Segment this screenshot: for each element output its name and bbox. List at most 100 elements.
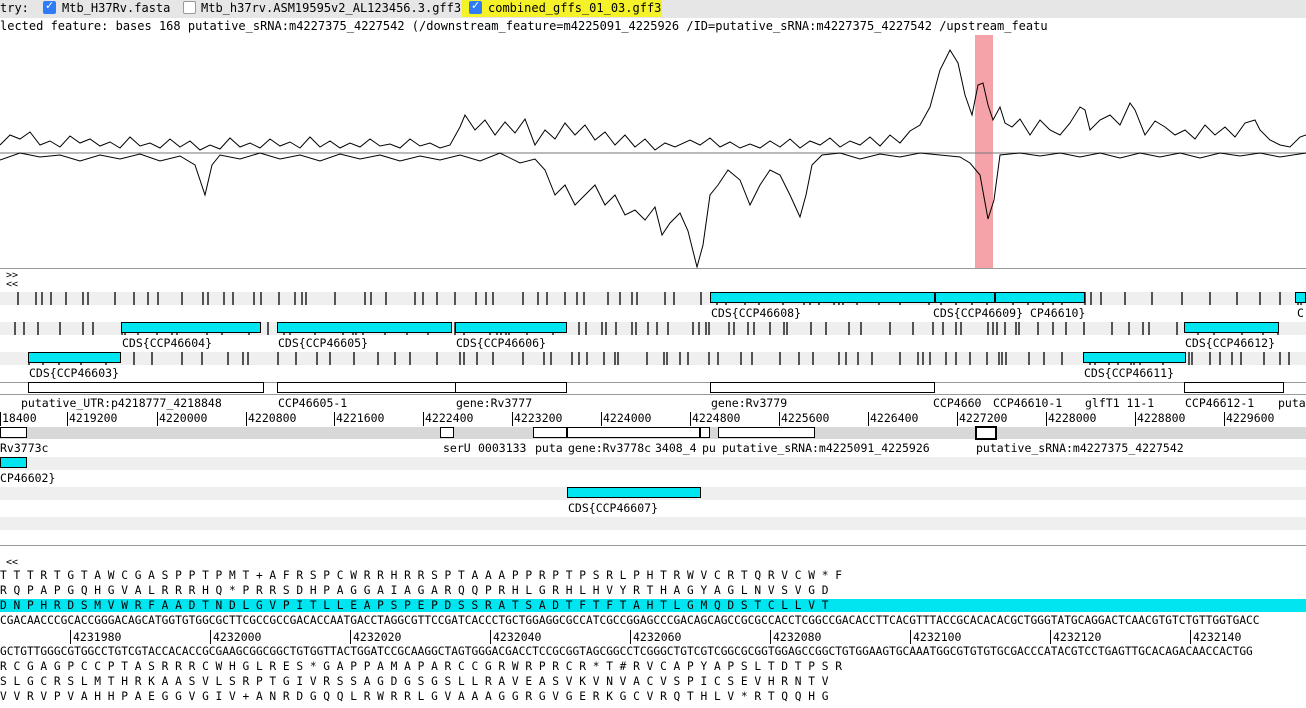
rev-frame-3: V V R V P V A H H P A E G G V G I V + A … [0,690,829,703]
ruler-label: 4228800 [1137,411,1186,425]
rev-frame-1: R C G A G P C C P T A S R R R C W H G L … [0,660,842,673]
ruler-label: 4224800 [692,411,741,425]
label-ccp46605: CDS{CCP46605} [278,336,369,350]
label-srna-m4225091: putative_sRNA:m4225091_4225926 [722,441,930,455]
reverse-frame-track-3[interactable] [0,517,1306,530]
label-glft1: glfT1 11-1 [1085,396,1155,410]
ruler-label: 4229600 [1226,411,1275,425]
label-ccp46609: CDS{CCP46609} [933,306,1024,320]
cds-ccp46606[interactable] [455,322,567,333]
label-rv3773c: Rv3773c [0,441,49,455]
forward-frame-track-3[interactable] [0,352,1306,365]
sequence-ruler-label: 4232020 [350,630,401,644]
ruler-label: 4219200 [69,411,118,425]
label-ccp46610: CP46610} [1030,306,1086,320]
label-ccp46604: CDS{CCP46604} [122,336,213,350]
entry-bar-prefix: try: [0,1,29,15]
ruler-tick [601,412,602,426]
ruler-tick [67,412,68,426]
dna-reverse-strand: GCTGTTGGGCGTGGCCTGTCGTACCACACCGCGAAGCGGC… [0,645,1253,658]
label-3408: 3408_4 [655,441,697,455]
cds-ccp46610[interactable] [995,292,1085,303]
cds-ccp46607[interactable] [567,487,701,498]
label-seru: serU [443,441,471,455]
gc-graph-panel[interactable] [0,35,1306,269]
cds-edge[interactable] [1295,292,1306,303]
selected-feature-info: lected feature: bases 168 putative_sRNA:… [0,19,1306,35]
ruler-label: 4227200 [959,411,1008,425]
ruler-label: 4220000 [159,411,208,425]
scroll-back-button[interactable]: << [6,279,19,290]
fwd-frame-2: R Q P A P G Q H G V A L R R R H Q * P R … [0,584,829,597]
reverse-frame-track-1[interactable] [0,457,1306,470]
label-edge-c: C [1297,306,1304,320]
cds-ccp46605[interactable] [277,322,452,333]
entry-checkbox-fasta[interactable] [43,0,56,14]
entry-checkbox-combined-gff3[interactable] [469,0,482,14]
label-ccp46603: CDS{CCP46603} [29,366,120,380]
graph-lower-line [0,152,1306,269]
gene-puta-box[interactable] [533,427,567,438]
active-entry-highlight [462,0,662,17]
graph-upper-line [0,48,1306,151]
label-srna-m4227375: putative_sRNA:m4227375_4227542 [976,441,1184,455]
fwd-frame-3-highlight: D N P H R D S M V W R F A A D T N D L G … [0,599,1306,612]
ruler-label: 4222400 [425,411,474,425]
gene-ccp46612-1[interactable] [1184,382,1284,393]
gene-rv3779[interactable] [710,382,935,393]
gene-ccp46605-1[interactable] [277,382,457,393]
sequence-ruler-label: 4232060 [630,630,681,644]
scroll-forward-button[interactable]: >> [6,270,19,281]
gene-rv3778c-box[interactable] [567,427,700,438]
label-utr: putative_UTR:p4218777_4218848 [21,396,222,410]
ruler-label: 4226400 [870,411,919,425]
label-rv3777: gene:Rv3777 [456,396,533,410]
ruler-label: 4220800 [248,411,297,425]
gene-rv3773c-box[interactable] [0,427,27,438]
sequence-ruler-label: 4231980 [70,630,121,644]
sequence-ruler-label: 4232140 [1190,630,1241,644]
sequence-ruler-label: 4232000 [210,630,261,644]
sequence-ruler-label: 4232080 [770,630,821,644]
label-puta2: puta [535,441,563,455]
cds-ccp46603[interactable] [28,352,121,363]
sequence-ruler: 4231980 4232000 4232020 4232040 4232060 42320… [0,629,1306,645]
utr-p4218777[interactable] [28,382,264,393]
ruler-tick [512,412,513,426]
ruler-tick [334,412,335,426]
panel-divider [0,545,1306,546]
label-ccp46608: CDS{CCP46608} [711,306,802,320]
label-ccp46606: CDS{CCP46606} [456,336,547,350]
cds-ccp46609[interactable] [935,292,995,303]
cds-ccp46611[interactable] [1083,352,1186,363]
entry-label-asm-gff3[interactable]: Mtb_h37rv.ASM19595v2_AL123456.3.gff3 [201,1,462,15]
label-ccp46602: CP46602} [0,471,56,485]
srna-m4227375-box-selected[interactable] [975,426,997,440]
label-ccp46607: CDS{CCP46607} [568,501,659,515]
ruler-label: 4221600 [336,411,385,425]
ruler-label: 4228000 [1048,411,1097,425]
label-rv3779: gene:Rv3779 [711,396,788,410]
entry-label-fasta[interactable]: Mtb_H37Rv.fasta [62,1,171,15]
srna-m4225091-box[interactable] [718,427,815,438]
entry-checkbox-asm-gff3[interactable] [183,1,196,14]
gene-seru-box[interactable] [440,427,454,438]
cds-ccp46604[interactable] [121,322,261,333]
gene-pu-box[interactable] [700,427,710,438]
cds-ccp46602[interactable] [0,457,27,468]
fwd-frame-1: T T T R T G T A W C G A S P P T P M T + … [0,569,842,582]
rev-frame-2: S L G C R S L M T H R K A A S V L S R P … [0,675,829,688]
gene-rv3777[interactable] [455,382,567,393]
label-rv3778c: gene:Rv3778c [568,441,652,455]
ruler-tick [0,412,1,426]
label-pu: pu [702,441,716,455]
coordinate-ruler: 18400 4219200 4220000 4220800 4221600 4222400… [0,410,1306,426]
sequence-ruler-label: 4232040 [490,630,541,644]
entry-label-combined-gff3[interactable]: combined_gffs_01_03.gff3 [488,1,662,15]
base-scroll-back-button[interactable]: << [6,557,19,568]
cds-ccp46612[interactable] [1184,322,1279,333]
cds-ccp46608[interactable] [710,292,935,303]
ruler-tick [246,412,247,426]
sequence-view[interactable]: T T T R T G T A W C G A S P P T P M T + … [0,569,1306,708]
ruler-label: 4224000 [603,411,652,425]
